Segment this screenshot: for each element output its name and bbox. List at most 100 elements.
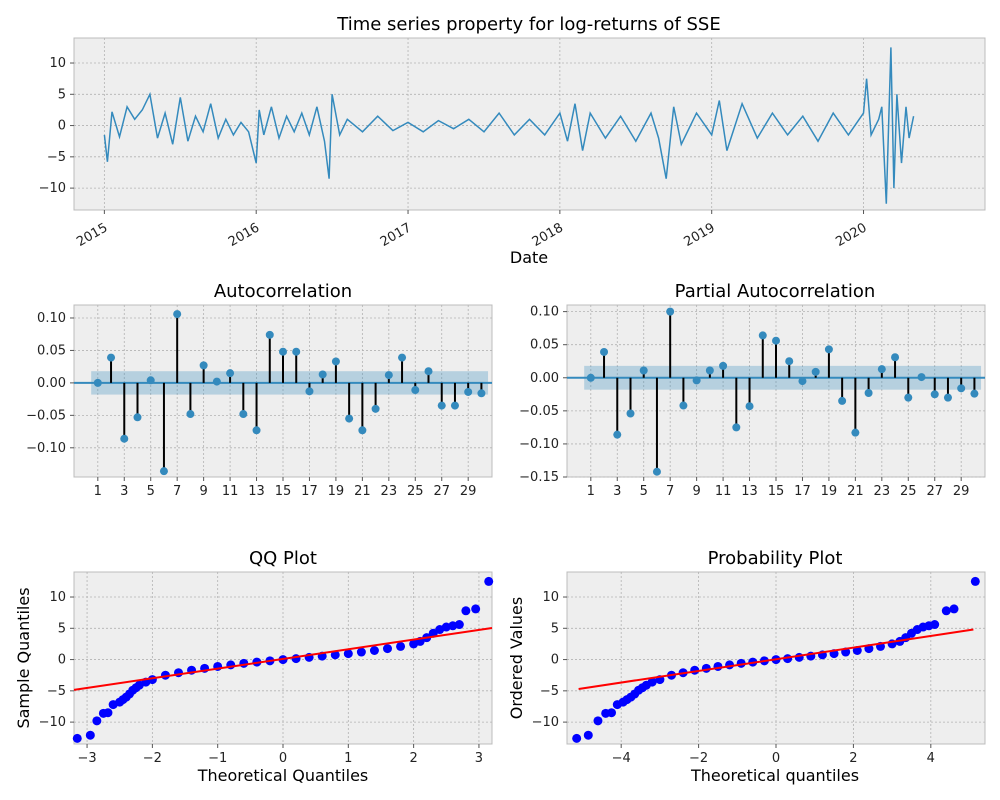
data-point — [291, 654, 301, 664]
x-tick-label: 1 — [587, 484, 595, 499]
stem-marker — [745, 402, 754, 411]
stem-marker — [851, 428, 860, 437]
x-tick-label: 23 — [381, 484, 398, 499]
y-tick-label: 0.00 — [530, 371, 559, 386]
data-point — [583, 730, 593, 740]
data-point — [85, 730, 95, 740]
pacf-stems — [586, 307, 979, 476]
y-tick-label: 5 — [551, 621, 559, 636]
data-point — [454, 620, 464, 630]
stem-marker — [877, 365, 886, 374]
x-tick-labels: 2015 2016 2017 2018 2019 2020 — [74, 210, 870, 250]
stem-marker — [652, 467, 661, 476]
x-tick-label: 11 — [222, 484, 239, 499]
x-tick-label: 15 — [275, 484, 292, 499]
probability-panel: Probability Plot −4 −2 0 2 4 −10 −5 0 5 10 Theor… — [507, 548, 986, 785]
x-axis-label: Theoretical quantiles — [690, 766, 859, 785]
data-point — [941, 606, 951, 616]
x-tick-label: 0 — [772, 751, 780, 766]
y-tick-label: 0.05 — [37, 343, 66, 358]
stem-marker — [398, 353, 407, 362]
y-axis-label: Ordered Values — [507, 597, 526, 719]
data-point — [572, 733, 582, 743]
data-point — [949, 604, 959, 614]
y-tick-labels: −0.10 −0.05 0.00 0.05 0.10 — [26, 311, 74, 456]
acf-stems — [93, 310, 486, 476]
x-tick-label: 2018 — [530, 220, 566, 250]
stem-marker — [265, 330, 274, 339]
pacf-panel: Partial Autocorrelation 1 3 5 7 9 11 13 15 17 19 2… — [519, 281, 986, 499]
x-tick-label: 9 — [692, 484, 700, 499]
y-tick-labels: −10 −5 0 5 10 — [39, 56, 74, 196]
x-axis-label: Date — [510, 248, 548, 267]
stem-marker — [917, 373, 926, 382]
stem-marker — [719, 361, 728, 370]
x-tick-label: 2 — [849, 751, 857, 766]
stem-marker — [772, 336, 780, 345]
reference-line — [73, 626, 493, 691]
data-point — [593, 716, 603, 726]
x-tick-label: 5 — [640, 484, 648, 499]
stem-marker — [705, 366, 714, 375]
y-tick-label: 0.10 — [530, 305, 559, 320]
stem-marker — [930, 390, 939, 399]
data-point — [930, 620, 940, 630]
x-tick-label: 2016 — [226, 220, 262, 250]
y-tick-label: 0.10 — [37, 311, 66, 326]
stem-marker — [758, 331, 767, 340]
x-tick-label: 9 — [199, 484, 207, 499]
x-tick-label: −3 — [77, 751, 96, 766]
x-tick-label: 15 — [768, 484, 785, 499]
stem-marker — [318, 370, 327, 379]
x-tick-label: 3 — [475, 751, 483, 766]
y-tick-label: 0 — [58, 119, 66, 134]
x-tick-label: 2020 — [833, 220, 869, 250]
stem-marker — [785, 357, 794, 366]
stem-marker — [292, 347, 301, 356]
y-tick-label: 0.05 — [530, 338, 559, 353]
stem-marker — [239, 410, 248, 419]
x-tick-labels: −3 −2 −1 0 1 2 3 — [77, 744, 483, 766]
stem-marker — [679, 401, 688, 410]
grid — [74, 38, 985, 210]
stem-marker — [864, 388, 873, 397]
x-tick-label: 7 — [666, 484, 674, 499]
data-point — [484, 576, 494, 586]
stem-marker — [146, 376, 155, 385]
y-tick-label: −0.05 — [26, 408, 66, 423]
stem-marker — [600, 347, 609, 356]
x-tick-label: 0 — [279, 751, 287, 766]
x-tick-label: 27 — [433, 484, 450, 499]
x-tick-label: 25 — [900, 484, 917, 499]
data-point — [647, 677, 657, 687]
stem-marker — [626, 409, 635, 418]
stem-marker — [838, 396, 847, 405]
x-tick-label: 17 — [794, 484, 811, 499]
x-tick-label: 13 — [741, 484, 758, 499]
y-tick-label: −5 — [540, 684, 559, 699]
data-point — [471, 604, 481, 614]
chart-title: Time series property for log-returns of … — [336, 14, 720, 35]
x-tick-label: 11 — [715, 484, 732, 499]
plot-area — [73, 37, 986, 211]
y-tick-label: −0.15 — [519, 470, 559, 485]
timeseries-panel: Time series property for log-returns of … — [39, 14, 986, 267]
y-tick-label: 10 — [49, 56, 66, 71]
x-tick-label: 25 — [407, 484, 424, 499]
stem-marker — [384, 371, 393, 380]
x-tick-label: 1 — [344, 751, 352, 766]
stem-marker — [120, 434, 129, 443]
data-point — [607, 708, 617, 718]
data-point — [383, 644, 392, 654]
stem-marker — [437, 401, 446, 410]
stem-marker — [613, 430, 622, 439]
data-point — [330, 650, 340, 660]
x-tick-label: 2 — [409, 751, 417, 766]
data-point — [369, 645, 379, 655]
y-tick-label: −0.10 — [26, 441, 66, 456]
x-tick-label: −2 — [143, 751, 162, 766]
stem-marker — [411, 386, 420, 395]
stem-marker — [811, 367, 820, 376]
x-tick-labels: 1 3 5 7 9 11 13 15 17 19 21 23 25 27 29 — [587, 477, 969, 499]
x-tick-label: 2019 — [682, 220, 718, 250]
